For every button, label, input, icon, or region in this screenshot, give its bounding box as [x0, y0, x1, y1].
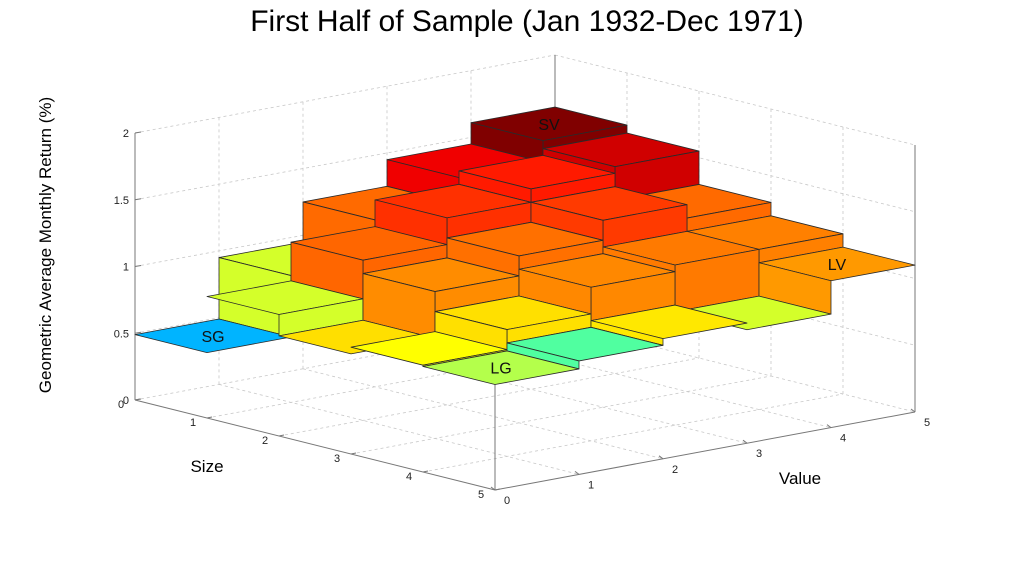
- value-tick-mark: [658, 455, 664, 460]
- size-axis-line: [134, 399, 496, 491]
- cell-labels: SG SV LG LV: [201, 117, 846, 378]
- annotation-lg: LG: [490, 361, 511, 378]
- value-tick-mark: [742, 439, 748, 444]
- floor-grid-line: [218, 384, 580, 475]
- value-tick-label: 0: [504, 495, 510, 507]
- z-tick-label: 1: [123, 262, 129, 274]
- size-tick-label: 5: [478, 489, 484, 501]
- z-tick-label: 0.5: [114, 328, 129, 340]
- z-tick-mark: [134, 265, 142, 267]
- z-tick-mark: [134, 198, 142, 201]
- value-tick-mark: [574, 470, 580, 475]
- annotation-sv: SV: [538, 117, 560, 134]
- value-tick-label: 1: [588, 479, 594, 491]
- floor-grid-line: [422, 393, 844, 473]
- stairs-surface: [134, 106, 916, 385]
- z-tick-label: 1.5: [114, 195, 129, 207]
- size-tick-mark: [134, 398, 141, 401]
- back-wall-grid-line: [134, 54, 556, 134]
- value-tick-label: 3: [756, 448, 762, 460]
- floor-grid-line: [302, 368, 664, 460]
- side-wall-grid-line: [554, 54, 916, 146]
- size-tick-label: 2: [262, 435, 268, 447]
- size-tick-mark: [494, 488, 501, 491]
- floor-grid-line: [350, 375, 772, 455]
- z-tick-label: 0: [123, 395, 129, 407]
- chart-title: First Half of Sample (Jan 1932-Dec 1971): [250, 5, 804, 38]
- z-tick-mark: [134, 331, 142, 334]
- value-tick-mark: [826, 424, 832, 429]
- value-axis-label: Value: [779, 469, 821, 488]
- size-tick-mark: [206, 416, 213, 419]
- size-axis-label: Size: [190, 457, 223, 476]
- value-tick-label: 4: [840, 433, 846, 445]
- z-axis-label: Geometric Average Monthly Return (%): [36, 97, 55, 393]
- cell-top-size5-value1: [422, 350, 580, 385]
- annotation-sg: SG: [201, 329, 224, 346]
- size-tick-label: 4: [406, 471, 412, 483]
- value-axis-line: [494, 411, 916, 491]
- annotation-lv: LV: [828, 257, 847, 274]
- value-tick-label: 5: [924, 417, 930, 429]
- z-tick-label: 2: [123, 128, 129, 140]
- z-tick-mark: [134, 131, 142, 134]
- size-tick-mark: [278, 434, 285, 437]
- size-tick-label: 1: [190, 417, 196, 429]
- value-tick-mark: [910, 408, 916, 413]
- size-tick-label: 3: [334, 453, 340, 465]
- size-tick-label: 0: [118, 399, 124, 411]
- value-tick-label: 2: [672, 464, 678, 476]
- value-tick-mark: [490, 486, 496, 491]
- size-tick-mark: [422, 470, 429, 473]
- floor-grid-line: [278, 357, 700, 437]
- size-tick-mark: [350, 452, 357, 455]
